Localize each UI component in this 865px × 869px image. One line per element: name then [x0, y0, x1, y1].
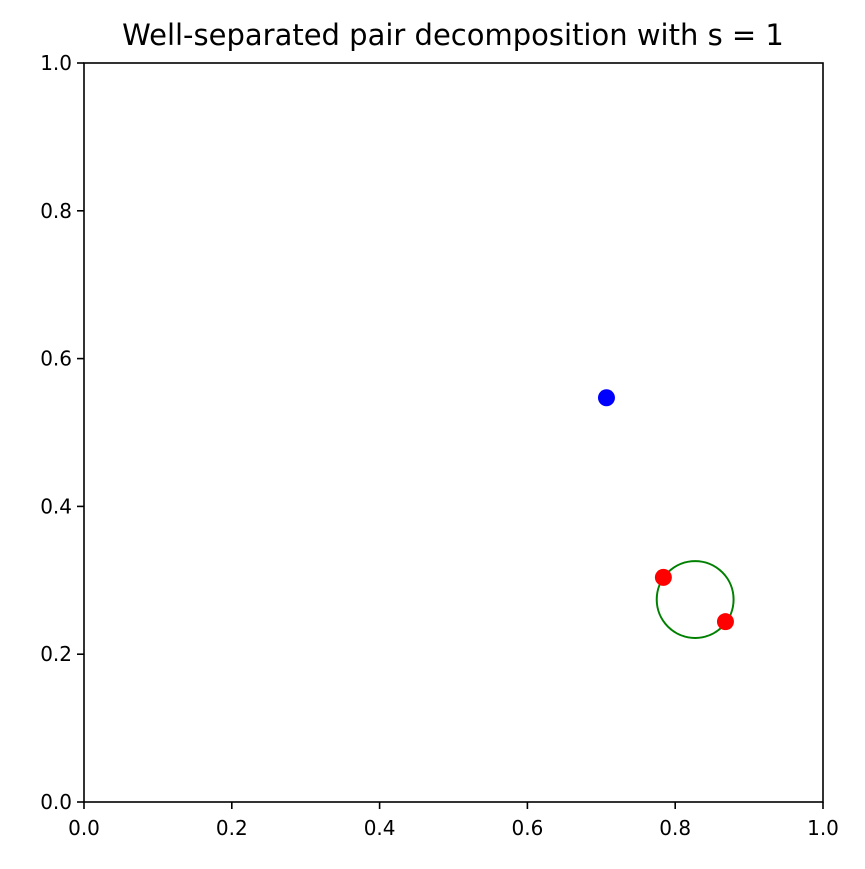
- y-tick-label: 0.8: [40, 199, 72, 223]
- data-point: [597, 389, 615, 407]
- chart-title: Well-separated pair decomposition with s…: [122, 18, 784, 52]
- x-tick-label: 0.8: [659, 816, 691, 840]
- y-tick-label: 0.4: [40, 494, 72, 518]
- axis-ticks: 0.0 0.2 0.4 0.6 0.8 1.0 0.0 0.2 0.4 0.6 0.8 1.0: [40, 51, 839, 840]
- x-tick-label: 0.6: [511, 816, 543, 840]
- axes-frame: [83, 62, 824, 803]
- y-tick-label: 0.0: [40, 790, 72, 814]
- y-tick-label: 1.0: [40, 51, 72, 75]
- y-tick-label: 0.6: [40, 347, 72, 371]
- data-point: [654, 568, 672, 586]
- x-tick-label: 0.2: [216, 816, 248, 840]
- x-tick-label: 0.4: [364, 816, 396, 840]
- x-tick-label: 1.0: [807, 816, 839, 840]
- data-point: [716, 613, 734, 631]
- cluster-circle: [655, 560, 735, 639]
- plot-area: [597, 389, 735, 639]
- y-tick-label: 0.2: [40, 642, 72, 666]
- x-tick-label: 0.0: [68, 816, 100, 840]
